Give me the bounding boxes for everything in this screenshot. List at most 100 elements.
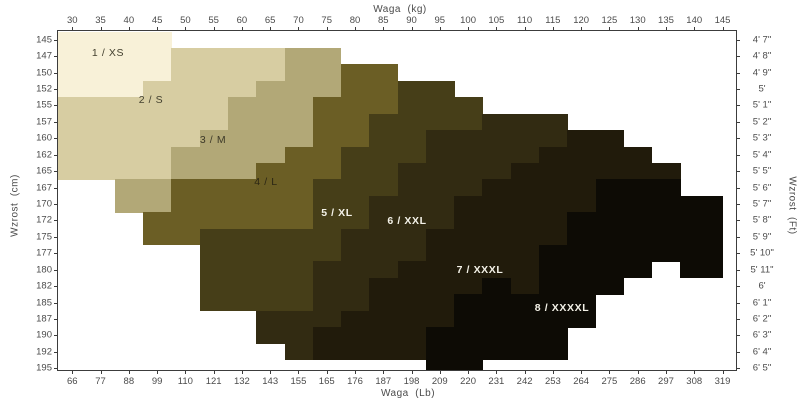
kg-tick-mark bbox=[468, 27, 470, 30]
kg-tick-mark bbox=[157, 27, 159, 30]
cell-size-4 bbox=[341, 64, 370, 147]
cell-size-3 bbox=[284, 48, 314, 147]
lb-tick-label: 176 bbox=[347, 375, 363, 387]
kg-tick-label: 100 bbox=[460, 15, 477, 26]
kg-tick-mark bbox=[128, 27, 130, 30]
cell-size-3 bbox=[256, 80, 285, 164]
cell-size-6 bbox=[341, 228, 370, 312]
ft-tick-label: 5' 1" bbox=[752, 99, 772, 111]
kg-tick-label: 130 bbox=[629, 15, 646, 26]
cell-size-7 bbox=[510, 162, 540, 295]
kg-tick-mark bbox=[694, 27, 696, 30]
ft-tick-label: 4' 9" bbox=[752, 67, 772, 79]
ft-tick-mark bbox=[737, 56, 740, 58]
cell-size-2 bbox=[256, 48, 285, 82]
cell-size-7 bbox=[623, 146, 653, 180]
cm-tick-label: 155 bbox=[36, 99, 52, 111]
kg-tick-label: 85 bbox=[377, 15, 389, 26]
ft-tick-label: 5' 11" bbox=[750, 264, 774, 276]
size-label-xs: 1 / XS bbox=[91, 47, 125, 59]
kg-tick-mark bbox=[100, 27, 102, 30]
lb-tick-label: 132 bbox=[233, 375, 250, 387]
cm-tick-label: 160 bbox=[36, 132, 52, 144]
lb-tick-mark bbox=[298, 371, 300, 374]
ft-tick-mark bbox=[737, 204, 740, 205]
kg-tick-label: 45 bbox=[151, 15, 163, 26]
lb-tick-mark bbox=[637, 371, 639, 374]
lb-tick-label: 220 bbox=[460, 375, 477, 387]
cell-size-8 bbox=[425, 327, 455, 371]
kg-tick-mark bbox=[72, 27, 74, 30]
ft-tick-label: 5' 3" bbox=[752, 132, 772, 144]
cm-tick-mark bbox=[54, 72, 57, 74]
kg-tick-label: 30 bbox=[67, 15, 78, 26]
cell-size-5 bbox=[454, 97, 483, 131]
ft-tick-mark bbox=[737, 89, 740, 91]
cm-tick-label: 152 bbox=[36, 83, 52, 95]
ft-tick-mark bbox=[737, 154, 740, 156]
cell-size-8 bbox=[567, 212, 596, 328]
kg-tick-label: 50 bbox=[180, 15, 191, 26]
cell-size-6 bbox=[425, 130, 455, 229]
ft-tick-label: 6' 2" bbox=[752, 313, 772, 325]
cm-tick-label: 192 bbox=[36, 346, 52, 358]
ft-tick-mark bbox=[737, 171, 740, 173]
kg-tick-label: 55 bbox=[208, 15, 219, 26]
ft-tick-mark bbox=[737, 105, 740, 107]
kg-tick-label: 90 bbox=[406, 15, 417, 26]
cell-size-5 bbox=[199, 228, 229, 312]
lb-tick-label: 66 bbox=[67, 375, 78, 387]
cell-size-2 bbox=[171, 48, 201, 147]
lb-tick-mark bbox=[722, 371, 724, 374]
cm-tick-mark bbox=[54, 368, 57, 370]
size-label-s: 2 / S bbox=[138, 94, 164, 106]
kg-tick-label: 145 bbox=[714, 15, 731, 26]
cell-size-1 bbox=[114, 31, 144, 98]
cm-tick-mark bbox=[54, 138, 57, 140]
kg-tick-mark bbox=[609, 27, 611, 30]
lb-tick-label: 155 bbox=[290, 375, 307, 387]
ft-tick-label: 6' bbox=[758, 280, 766, 292]
lb-tick-mark bbox=[100, 371, 102, 374]
lb-tick-mark bbox=[270, 371, 272, 374]
kg-tick-label: 65 bbox=[264, 15, 276, 26]
cm-tick-label: 162 bbox=[36, 149, 52, 161]
cell-size-5 bbox=[228, 228, 257, 312]
kg-tick-mark bbox=[496, 27, 498, 30]
cell-size-6 bbox=[312, 261, 342, 328]
cell-size-6 bbox=[482, 113, 512, 180]
cm-tick-label: 175 bbox=[36, 231, 52, 243]
cell-size-5 bbox=[397, 80, 427, 164]
ft-tick-label: 5' 2" bbox=[752, 116, 772, 128]
cm-tick-mark bbox=[54, 204, 57, 205]
cell-size-6 bbox=[538, 113, 568, 147]
cell-size-5 bbox=[256, 228, 285, 312]
kg-tick-mark bbox=[241, 27, 243, 30]
lb-tick-label: 143 bbox=[262, 375, 279, 387]
lb-tick-mark bbox=[326, 371, 328, 374]
lb-tick-label: 209 bbox=[431, 375, 448, 387]
cell-size-7 bbox=[425, 228, 455, 328]
cell-size-3 bbox=[171, 146, 201, 180]
cell-size-8 bbox=[708, 195, 723, 279]
ft-tick-mark bbox=[737, 368, 740, 370]
cell-size-1 bbox=[143, 31, 172, 82]
cell-size-6 bbox=[256, 310, 285, 344]
ft-tick-label: 6' 4" bbox=[752, 346, 772, 358]
ft-tick-label: 4' 8" bbox=[752, 50, 772, 62]
cm-tick-mark bbox=[54, 318, 57, 320]
ft-tick-mark bbox=[737, 220, 740, 222]
cell-size-8 bbox=[510, 294, 540, 361]
lb-tick-label: 165 bbox=[318, 375, 335, 387]
size-label-xxxl: 7 / XXXL bbox=[456, 264, 504, 276]
size-label-m: 3 / M bbox=[199, 134, 227, 146]
ft-tick-label: 6' 1" bbox=[752, 297, 772, 309]
lb-tick-mark bbox=[411, 371, 413, 374]
lb-tick-label: 242 bbox=[516, 375, 533, 387]
kg-tick-mark bbox=[270, 27, 272, 30]
lb-tick-label: 286 bbox=[629, 375, 646, 387]
kg-tick-label: 115 bbox=[545, 15, 561, 26]
cm-tick-label: 165 bbox=[36, 165, 52, 177]
cm-tick-mark bbox=[54, 269, 57, 271]
kg-tick-mark bbox=[185, 27, 187, 30]
